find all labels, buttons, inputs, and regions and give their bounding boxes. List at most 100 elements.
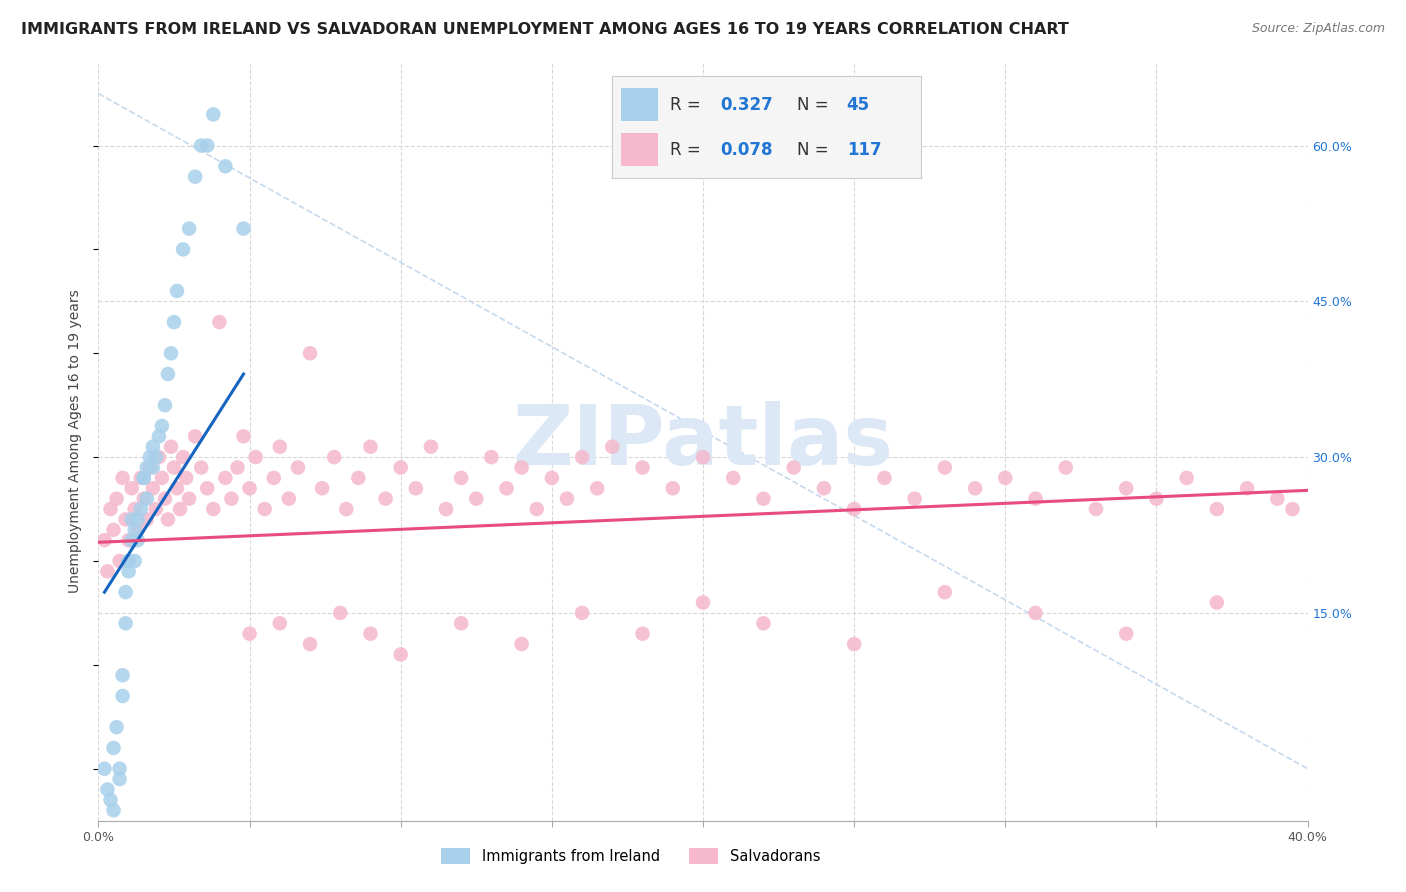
Point [844, 502, 866, 516]
Point [100, 502, 122, 516]
Text: 117: 117 [846, 141, 882, 159]
Point [934, 460, 956, 475]
Point [465, 491, 488, 506]
Point [495, 481, 517, 495]
Point [108, 762, 131, 776]
Point [93, 533, 115, 548]
Point [510, 460, 533, 475]
Text: N =: N = [797, 141, 834, 159]
Point [190, 460, 212, 475]
Text: R =: R = [671, 141, 706, 159]
Point [374, 491, 396, 506]
Point [813, 481, 835, 495]
Point [661, 481, 683, 495]
Point [195, 138, 218, 153]
Point [602, 440, 624, 454]
Point [389, 460, 412, 475]
Bar [621, 88, 658, 121]
Point [934, 585, 956, 599]
Point [540, 471, 562, 485]
Text: 0.327: 0.327 [720, 95, 773, 113]
Point [163, 460, 186, 475]
Point [269, 440, 291, 454]
Text: Source: ZipAtlas.com: Source: ZipAtlas.com [1251, 22, 1385, 36]
Point [329, 606, 352, 620]
Point [142, 481, 165, 495]
Point [132, 471, 155, 485]
Point [873, 471, 896, 485]
Point [994, 471, 1017, 485]
Point [202, 502, 225, 516]
Point [299, 637, 322, 651]
Point [124, 554, 146, 568]
Point [571, 450, 593, 464]
Point [692, 595, 714, 609]
Point [135, 512, 157, 526]
Point [111, 689, 134, 703]
Text: 45: 45 [846, 95, 870, 113]
Point [405, 481, 427, 495]
Point [103, 740, 125, 755]
Point [239, 626, 262, 640]
Point [335, 502, 357, 516]
Point [172, 450, 194, 464]
Point [287, 460, 309, 475]
Point [93, 762, 115, 776]
Point [174, 471, 197, 485]
Point [783, 460, 806, 475]
Point [124, 502, 146, 516]
Point [96, 565, 118, 579]
Point [121, 533, 143, 548]
Point [226, 460, 249, 475]
Point [510, 637, 533, 651]
Point [239, 481, 262, 495]
Point [160, 440, 183, 454]
Text: IMMIGRANTS FROM IRELAND VS SALVADORAN UNEMPLOYMENT AMONG AGES 16 TO 19 YEARS COR: IMMIGRANTS FROM IRELAND VS SALVADORAN UN… [21, 22, 1069, 37]
Point [1206, 502, 1229, 516]
Point [127, 523, 149, 537]
Point [121, 512, 143, 526]
Point [145, 502, 167, 516]
Point [360, 626, 382, 640]
Point [1281, 502, 1303, 516]
Point [1085, 502, 1108, 516]
Point [166, 481, 188, 495]
Point [179, 491, 201, 506]
Point [108, 554, 131, 568]
Point [1236, 481, 1258, 495]
Point [129, 471, 152, 485]
Point [1115, 626, 1137, 640]
Point [1024, 606, 1046, 620]
Point [118, 533, 141, 548]
Point [108, 772, 131, 786]
Point [1175, 471, 1198, 485]
Point [142, 440, 165, 454]
Point [347, 471, 370, 485]
Point [692, 450, 714, 464]
Point [904, 491, 927, 506]
Point [103, 523, 125, 537]
Point [1144, 491, 1167, 506]
Point [1206, 595, 1229, 609]
Point [118, 565, 141, 579]
Point [253, 502, 276, 516]
Point [214, 471, 236, 485]
Point [166, 284, 188, 298]
Point [232, 221, 254, 235]
Point [190, 138, 212, 153]
Point [323, 450, 346, 464]
Point [105, 720, 128, 734]
Point [586, 481, 609, 495]
Point [723, 471, 745, 485]
Legend: Immigrants from Ireland, Salvadorans: Immigrants from Ireland, Salvadorans [434, 842, 825, 871]
Point [139, 450, 162, 464]
Y-axis label: Unemployment Among Ages 16 to 19 years: Unemployment Among Ages 16 to 19 years [69, 290, 83, 593]
Point [124, 523, 146, 537]
Point [148, 429, 170, 443]
Point [202, 107, 225, 121]
Point [214, 159, 236, 173]
Point [263, 471, 285, 485]
Point [1115, 481, 1137, 495]
Point [169, 502, 191, 516]
Point [1267, 491, 1289, 506]
